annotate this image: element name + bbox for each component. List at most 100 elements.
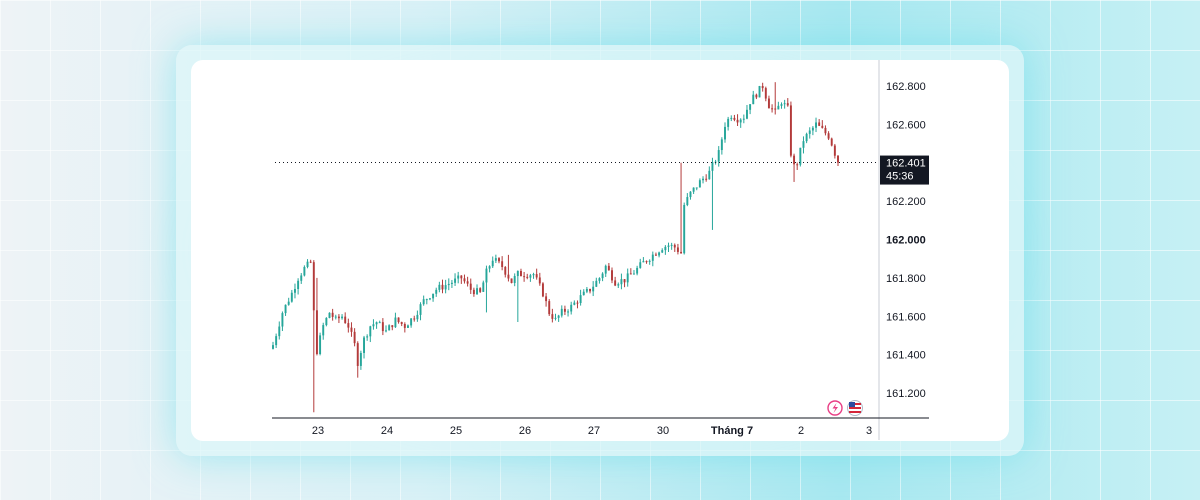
candle-body [673, 244, 676, 248]
candle-body [422, 299, 425, 305]
candle-body [617, 284, 620, 286]
candle-body [805, 133, 808, 142]
candle-body [752, 94, 755, 105]
candle-body [683, 204, 686, 254]
candle-body [400, 322, 403, 325]
candle-body [297, 280, 300, 290]
candle-body [670, 244, 673, 246]
candle-body [554, 317, 557, 319]
candle-body [626, 273, 629, 283]
candle-body [639, 262, 642, 268]
candle-body [287, 301, 290, 305]
last-price-badge-bg [880, 155, 929, 185]
candle-body [523, 276, 526, 278]
candle-body [428, 298, 431, 300]
candle-body [551, 314, 554, 319]
candle-body [491, 260, 494, 267]
candle-body [319, 335, 322, 355]
y-tick-label: 162.200 [886, 196, 926, 208]
countdown-label: 45:36 [886, 171, 914, 183]
candle-body [309, 261, 312, 263]
candle-body [507, 274, 510, 279]
candle-body [444, 285, 447, 290]
candle-body [739, 119, 742, 123]
candle-body [545, 296, 548, 302]
candle-body [811, 127, 814, 131]
candle-body [698, 180, 701, 188]
candle-body [607, 265, 610, 271]
candle-body [369, 326, 372, 337]
candle-body [278, 326, 281, 337]
us-flag-icon[interactable] [847, 400, 863, 416]
candle-body [702, 178, 705, 181]
candle-body [472, 289, 475, 295]
candle-body [532, 274, 535, 276]
x-tick-label: 25 [450, 425, 462, 437]
candle-body [611, 270, 613, 281]
candle-body [733, 117, 736, 120]
candle-body [466, 281, 469, 284]
candle-body [745, 109, 748, 119]
y-tick-label: 161.600 [886, 311, 926, 323]
candle-body [275, 336, 278, 346]
candle-body [667, 245, 670, 247]
candle-body [793, 155, 796, 165]
candle-body [479, 288, 482, 292]
candle-body [337, 316, 340, 319]
candle-body [654, 254, 657, 256]
candle-body [764, 88, 767, 99]
candle-body [510, 278, 513, 284]
candle-body [494, 258, 497, 261]
candle-body [614, 280, 617, 286]
flash-icon[interactable] [827, 400, 843, 416]
candle-body [366, 336, 369, 338]
candle-body [774, 108, 777, 110]
candle-body [450, 282, 453, 284]
candle-body [837, 155, 839, 163]
candle-body [300, 275, 303, 281]
candle-body [648, 260, 651, 262]
candle-body [742, 118, 745, 120]
x-tick-label: 27 [588, 425, 600, 437]
chart-card [191, 60, 1009, 441]
candle-body [749, 104, 752, 110]
candle-body [504, 266, 507, 275]
candle-body [485, 268, 488, 283]
candle-body [403, 324, 406, 328]
candle-body [705, 178, 708, 180]
candle-body [501, 261, 504, 267]
candle-body [821, 125, 824, 128]
candle-body [438, 284, 441, 290]
candle-body [592, 286, 595, 292]
candle-body [629, 273, 632, 275]
candle-body [595, 280, 598, 287]
candle-body [573, 302, 576, 305]
candle-body [636, 267, 639, 274]
candle-body [783, 103, 786, 105]
candle-body [711, 162, 714, 171]
candle-body [315, 310, 318, 355]
candle-body [416, 314, 419, 320]
candles-group [272, 82, 839, 413]
candle-body [645, 261, 648, 263]
candle-body [419, 304, 422, 315]
x-tick-label: Tháng 7 [711, 425, 753, 437]
candle-body [410, 318, 413, 326]
candle-body [680, 251, 683, 254]
candle-body [620, 279, 623, 285]
candle-body [827, 133, 830, 139]
candle-body [661, 250, 664, 253]
candle-body [328, 312, 331, 318]
candle-body [730, 117, 733, 119]
candle-body [802, 141, 805, 148]
candle-body [334, 316, 337, 318]
candle-body [388, 325, 391, 331]
candle-body [306, 261, 309, 267]
candle-body [391, 325, 394, 328]
candle-body [651, 254, 654, 261]
candle-body [350, 327, 353, 332]
x-tick-label: 2 [798, 425, 804, 437]
candle-body [397, 317, 400, 323]
